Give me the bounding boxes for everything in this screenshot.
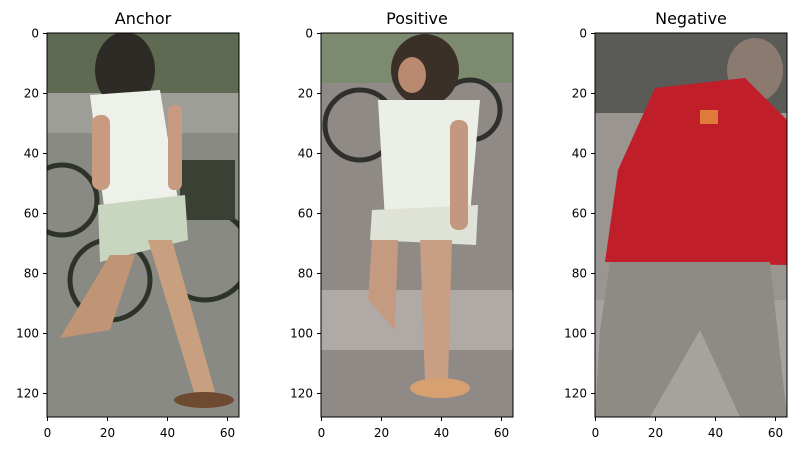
panel-negative: Negative 0 20 40 60 0 20 40 60 80 100 120	[564, 9, 788, 440]
y-tick-label: 120	[564, 387, 587, 401]
panel-anchor: Anchor	[16, 9, 240, 440]
x-tick-label: 0	[592, 426, 600, 440]
x-tick-label: 40	[708, 426, 723, 440]
positive-image	[321, 33, 513, 417]
x-tick-label: 20	[374, 426, 389, 440]
negative-image	[595, 33, 787, 417]
anchor-image	[47, 33, 239, 417]
y-tick-label: 80	[572, 267, 587, 281]
panel-title: Negative	[655, 9, 727, 28]
x-tick-label: 60	[220, 426, 235, 440]
y-tick-label: 0	[31, 27, 39, 41]
y-tick-label: 60	[572, 207, 587, 221]
y-tick-label: 20	[24, 87, 39, 101]
y-tick-label: 20	[298, 87, 313, 101]
y-tick-label: 120	[16, 387, 39, 401]
x-tick-label: 0	[318, 426, 326, 440]
y-tick-label: 40	[298, 147, 313, 161]
x-tick-label: 60	[494, 426, 509, 440]
y-tick-label: 120	[290, 387, 313, 401]
x-tick-label: 40	[160, 426, 175, 440]
y-tick-label: 100	[564, 327, 587, 341]
x-tick-label: 20	[100, 426, 115, 440]
y-tick-label: 80	[24, 267, 39, 281]
y-tick-label: 0	[305, 27, 313, 41]
y-tick-label: 100	[16, 327, 39, 341]
panel-positive: Positive	[290, 9, 514, 440]
y-tick-label: 60	[298, 207, 313, 221]
panel-title: Positive	[386, 9, 448, 28]
x-tick-label: 20	[648, 426, 663, 440]
y-tick-label: 40	[24, 147, 39, 161]
y-tick-label: 80	[298, 267, 313, 281]
y-tick-label: 20	[572, 87, 587, 101]
x-tick-label: 60	[768, 426, 783, 440]
y-tick-label: 40	[572, 147, 587, 161]
y-tick-label: 100	[290, 327, 313, 341]
panel-title: Anchor	[115, 9, 172, 28]
x-tick-label: 0	[44, 426, 52, 440]
y-tick-label: 60	[24, 207, 39, 221]
y-tick-label: 0	[579, 27, 587, 41]
x-tick-label: 40	[434, 426, 449, 440]
